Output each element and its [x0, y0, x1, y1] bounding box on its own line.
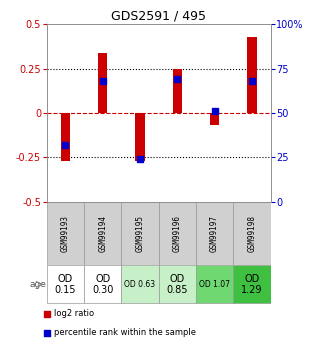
Text: log2 ratio: log2 ratio — [54, 309, 94, 318]
Point — [137, 157, 142, 162]
Bar — [233, 265, 271, 304]
Bar — [47, 265, 84, 304]
Bar — [247, 37, 257, 113]
Bar — [121, 202, 159, 265]
Point — [100, 78, 105, 84]
Bar — [173, 69, 182, 113]
Bar — [159, 202, 196, 265]
Text: OD 1.07: OD 1.07 — [199, 280, 230, 289]
Text: GSM99194: GSM99194 — [98, 215, 107, 252]
Point — [63, 142, 68, 148]
Bar — [47, 202, 84, 265]
Point — [175, 77, 180, 82]
Bar — [210, 113, 219, 126]
Point — [249, 78, 254, 84]
Title: GDS2591 / 495: GDS2591 / 495 — [111, 10, 206, 23]
Text: GSM99195: GSM99195 — [136, 215, 144, 252]
Text: age: age — [29, 280, 46, 289]
Bar — [135, 113, 145, 161]
Bar — [196, 265, 233, 304]
Bar — [196, 202, 233, 265]
Bar — [233, 202, 271, 265]
Bar — [61, 113, 70, 161]
Text: percentile rank within the sample: percentile rank within the sample — [54, 328, 196, 337]
Text: OD
0.30: OD 0.30 — [92, 274, 113, 295]
Text: GSM99193: GSM99193 — [61, 215, 70, 252]
Text: OD
0.85: OD 0.85 — [166, 274, 188, 295]
Text: OD 0.63: OD 0.63 — [124, 280, 156, 289]
Text: OD
1.29: OD 1.29 — [241, 274, 263, 295]
Point — [212, 108, 217, 114]
Text: GSM99197: GSM99197 — [210, 215, 219, 252]
Bar — [98, 52, 107, 113]
Bar — [159, 265, 196, 304]
Text: GSM99196: GSM99196 — [173, 215, 182, 252]
Bar — [121, 265, 159, 304]
Text: OD
0.15: OD 0.15 — [54, 274, 76, 295]
Bar — [84, 202, 121, 265]
Text: GSM99198: GSM99198 — [248, 215, 256, 252]
Point — [45, 330, 50, 336]
Point — [45, 311, 50, 317]
Bar — [84, 265, 121, 304]
